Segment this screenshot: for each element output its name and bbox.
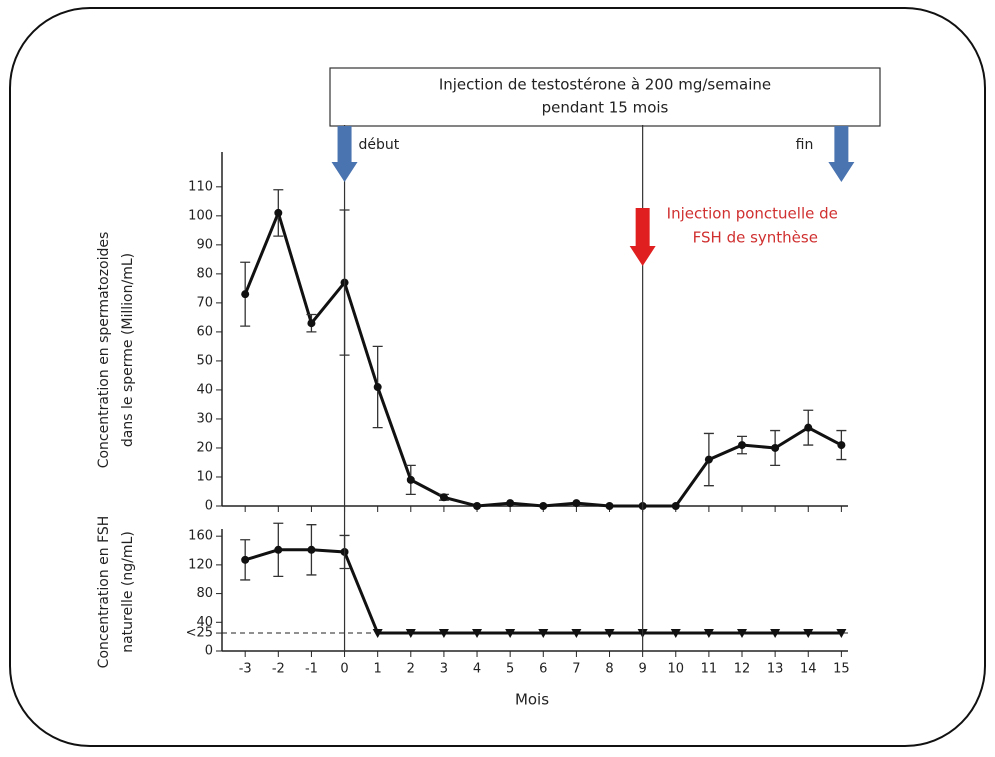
x-tick-label: 3 — [440, 662, 448, 677]
data-point — [836, 629, 847, 639]
y-tick-label: 100 — [188, 208, 213, 223]
x-tick-label: 15 — [833, 662, 850, 677]
y-tick-label: 80 — [196, 586, 213, 601]
annotation-box — [329, 67, 881, 127]
data-point — [804, 423, 813, 432]
y-tick-label: 40 — [196, 382, 213, 397]
x-tick-label: -1 — [305, 662, 318, 677]
data-point — [472, 629, 483, 639]
x-tick-label: 0 — [340, 662, 348, 677]
data-point — [671, 502, 680, 510]
data-point — [372, 629, 383, 639]
data-point — [571, 629, 582, 639]
x-tick-label: 6 — [539, 662, 547, 677]
data-point — [473, 502, 482, 510]
y-tick-label: <25 — [186, 626, 213, 641]
data-point — [505, 629, 516, 639]
data-point — [373, 383, 382, 392]
y-tick-label: 160 — [188, 529, 213, 544]
y-tick-label: 50 — [196, 353, 213, 368]
data-point — [405, 629, 416, 639]
y-tick-label: 30 — [196, 411, 213, 426]
data-point — [738, 441, 747, 450]
y-axis-label: Concentration en spermatozoides — [96, 232, 112, 469]
data-point — [771, 443, 780, 452]
y-tick-label: 40 — [196, 615, 213, 630]
data-point — [538, 629, 549, 639]
data-point — [406, 475, 415, 484]
data-point — [539, 502, 548, 510]
y-tick-label: 110 — [188, 179, 213, 194]
y-axis-label: naturelle (ng/mL) — [120, 531, 136, 653]
data-point — [241, 555, 250, 564]
x-tick-label: 9 — [639, 662, 647, 677]
x-tick-label: -2 — [272, 662, 285, 677]
x-tick-label: 5 — [506, 662, 514, 677]
y-tick-label: 10 — [196, 469, 213, 484]
data-point — [605, 502, 614, 510]
data-point — [770, 629, 781, 639]
x-tick-label: 11 — [701, 662, 718, 677]
x-tick-label: 10 — [667, 662, 684, 677]
x-tick-label: 1 — [374, 662, 382, 677]
arrow — [828, 126, 855, 182]
y-tick-label: 120 — [188, 557, 213, 572]
x-tick-label: -3 — [239, 662, 252, 677]
data-point — [307, 545, 316, 554]
frame — [9, 7, 986, 747]
data-point — [438, 629, 449, 639]
data-point — [572, 499, 581, 508]
y-tick-label: 70 — [196, 295, 213, 310]
data-point — [274, 545, 283, 554]
x-tick-label: 4 — [473, 662, 481, 677]
annotation-text: Injection ponctuelle de — [667, 205, 838, 223]
data-point — [604, 629, 615, 639]
y-tick-label: 0 — [205, 499, 213, 514]
annotation-text: fin — [796, 137, 814, 153]
arrow — [331, 126, 358, 182]
data-point — [703, 629, 714, 639]
data-point — [506, 499, 515, 508]
data-point — [704, 455, 713, 464]
x-tick-label: 2 — [407, 662, 415, 677]
x-tick-label: 12 — [734, 662, 751, 677]
y-axis-label: dans le sperme (Million/mL) — [120, 253, 136, 447]
data-point — [803, 629, 814, 639]
arrow — [629, 208, 656, 266]
x-tick-label: 8 — [605, 662, 613, 677]
annotation-text: début — [359, 137, 400, 153]
data-point — [439, 493, 448, 502]
y-tick-label: 60 — [196, 324, 213, 339]
data-point — [307, 319, 316, 328]
x-axis-label: Mois — [515, 691, 549, 709]
annotation-text: FSH de synthèse — [693, 229, 818, 247]
y-axis-label: Concentration en FSH — [96, 516, 112, 669]
y-tick-label: 20 — [196, 440, 213, 455]
x-tick-label: 14 — [800, 662, 817, 677]
x-tick-label: 13 — [767, 662, 784, 677]
x-tick-label: 7 — [572, 662, 580, 677]
data-point — [241, 290, 250, 299]
annotation-text: pendant 15 mois — [542, 99, 669, 117]
data-point — [274, 208, 283, 217]
y-tick-label: 80 — [196, 266, 213, 281]
y-tick-label: 90 — [196, 237, 213, 252]
y-tick-label: 0 — [205, 644, 213, 659]
data-point — [670, 629, 681, 639]
data-point — [837, 441, 846, 450]
data-point — [737, 629, 748, 639]
annotation-text: Injection de testostérone à 200 mg/semai… — [439, 76, 771, 94]
